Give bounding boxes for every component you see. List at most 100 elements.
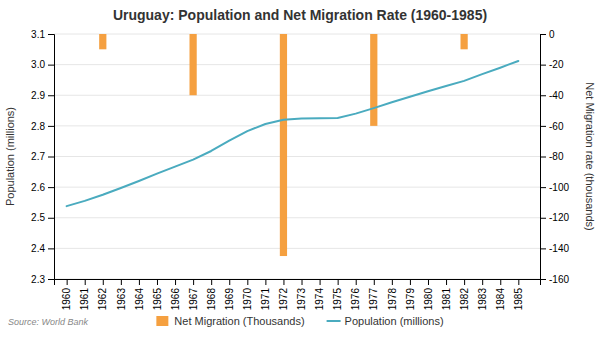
tick-label: -140 [549,243,569,254]
tick-label: 1985 [513,288,524,311]
tick-mark [67,279,68,285]
tick-mark [48,65,54,66]
tick: 1967 [188,279,199,310]
tick: 0 [540,29,555,40]
tick-label: 1971 [260,288,271,311]
tick-label: 1977 [368,288,379,311]
tick-mark [540,279,546,280]
tick-label: 2.7 [31,151,45,162]
tick: 2.5 [31,212,54,223]
grid-line [54,187,540,188]
tick-mark [428,279,429,285]
legend-swatch [156,316,168,326]
tick-label: 1961 [79,288,90,311]
tick: 3.0 [31,59,54,70]
tick: 1965 [152,279,163,310]
bar [461,34,468,49]
tick: -140 [540,243,569,254]
tick-mark [48,34,54,35]
grid-line [54,64,540,65]
tick: 2.4 [31,243,54,254]
axis-line [55,280,541,286]
tick: 1968 [206,279,217,310]
tick-label: 1966 [170,288,181,311]
tick: 1983 [477,279,488,310]
tick: 1972 [278,279,289,310]
grid-line [54,156,540,157]
axis: 2.32.42.52.62.72.82.93.03.1 [31,29,54,285]
tick-mark [265,279,266,285]
tick-mark [283,279,284,285]
tick: 1960 [61,279,72,310]
tick: 2.8 [31,121,54,132]
tick-label: -60 [549,121,564,132]
tick: 1982 [459,279,470,310]
legend-label: Population (millions) [345,315,444,327]
axis: 1960196119621963196419651966196719681969… [55,279,541,310]
tick-mark [48,279,54,280]
tick-label: 1980 [423,288,434,311]
tick-label: 1984 [495,288,506,311]
tick-label: -20 [549,59,564,70]
tick-mark [540,157,546,158]
axis: 0-20-40-60-80-100-120-140-160 [540,29,569,285]
tick-mark [338,279,339,285]
tick-label: 1970 [242,288,253,311]
tick: -80 [540,151,564,162]
tick-label: 1981 [441,288,452,311]
tick-label: 2.5 [31,212,45,223]
tick-label: 0 [549,29,555,40]
tick-mark [356,279,357,285]
tick-label: 1983 [477,288,488,311]
tick: 1978 [387,279,398,310]
tick: 1971 [260,279,271,310]
marks [67,34,519,256]
legend-swatch [327,320,341,322]
tick-mark [518,279,519,285]
tick-mark [85,279,86,285]
tick: 1976 [350,279,361,310]
tick-label: 1975 [332,288,343,311]
tick-label: 1974 [314,288,325,311]
tick: 1981 [441,279,452,310]
tick: -120 [540,212,569,223]
tick-label: 1967 [188,288,199,311]
tick-mark [229,279,230,285]
bar [99,34,106,49]
grid-line [54,217,540,218]
tick-mark [157,279,158,285]
legend-label: Net Migration (Thousands) [174,315,304,327]
tick-label: 1965 [152,288,163,311]
tick-label: 1973 [296,288,307,311]
tick-label: 1972 [278,288,289,311]
tick-label: 1962 [97,288,108,311]
tick-mark [247,279,248,285]
tick-mark [446,279,447,285]
tick-label: 2.3 [31,274,45,285]
tick-mark [103,279,104,285]
tick: 1985 [513,279,524,310]
tick: 1966 [170,279,181,310]
bar [280,34,287,256]
legend: Net Migration (Thousands) Population (mil… [156,315,443,327]
legend-item: Population (millions) [327,315,444,327]
grid-line [54,95,540,96]
tick: 1975 [332,279,343,310]
tick-mark [48,187,54,188]
tick-label: 1978 [387,288,398,311]
tick: 2.3 [31,274,54,285]
source: Source: World Bank [8,317,89,327]
chart: Uruguay: Population and Net Migration Ra… [0,0,600,337]
axis-line [541,35,547,280]
tick-mark [302,279,303,285]
line [67,61,519,206]
tick: 1984 [495,279,506,310]
tick-mark [540,126,546,127]
tick: 2.6 [31,182,54,193]
tick-mark [48,218,54,219]
tick: 1963 [116,279,127,310]
tick-label: 2.8 [31,121,45,132]
tick-label: 1964 [134,288,145,311]
tick: 1977 [368,279,379,310]
grid [54,34,540,279]
